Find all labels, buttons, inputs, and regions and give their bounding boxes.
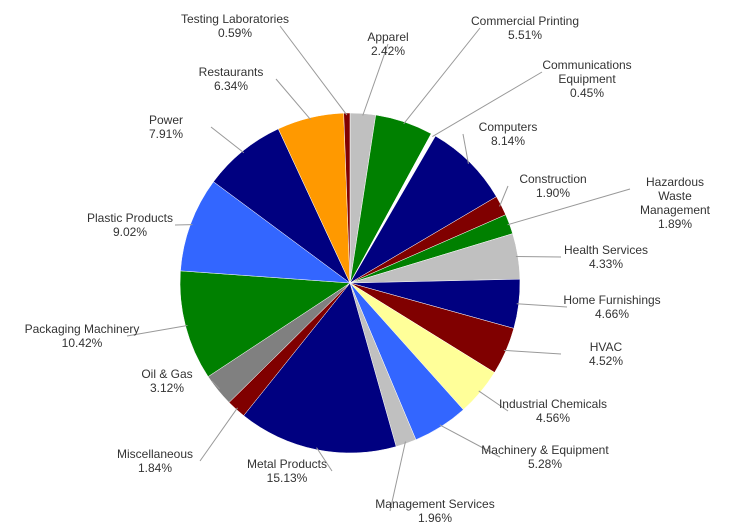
leader-line <box>211 380 220 390</box>
value-label: 8.14% <box>490 134 526 148</box>
leader-line <box>515 255 562 258</box>
slice-label: Testing Laboratories 0.59% <box>181 12 289 40</box>
leader-line <box>507 188 631 226</box>
category-label: Apparel <box>367 30 409 44</box>
slice-label: Plastic Products 9.02% <box>87 211 173 239</box>
value-label: 0.59% <box>217 26 253 40</box>
leader-line <box>275 78 312 120</box>
value-label: 3.12% <box>149 381 185 395</box>
category-label: Testing Laboratories <box>180 12 290 26</box>
leader-line <box>499 185 509 207</box>
value-label: 1.96% <box>417 511 453 525</box>
leader-line <box>462 133 469 164</box>
value-label: 9.02% <box>112 225 148 239</box>
category-label: Communications Equipment <box>542 58 632 86</box>
pie-slice <box>349 135 497 284</box>
value-label: 4.52% <box>588 354 624 368</box>
category-label: Packaging Machinery <box>24 322 140 336</box>
leader-line <box>362 43 389 116</box>
category-label: Industrial Chemicals <box>498 397 608 411</box>
slice-label: HVAC 4.52% <box>589 340 623 368</box>
category-label: Commercial Printing <box>470 14 580 28</box>
value-label: 1.90% <box>535 186 571 200</box>
value-label: 5.51% <box>507 28 543 42</box>
slice-label: Home Furnishings 4.66% <box>563 293 660 321</box>
leader-line <box>199 407 238 462</box>
category-label: Construction <box>519 172 587 186</box>
category-label: Oil & Gas <box>141 367 193 381</box>
value-label: 0.45% <box>569 86 605 100</box>
value-label: 1.84% <box>137 461 173 475</box>
leader-line <box>432 71 543 138</box>
leader-line <box>516 303 568 308</box>
slice-label: Packaging Machinery 10.42% <box>25 322 140 350</box>
slice-label: Health Services 4.33% <box>564 243 648 271</box>
value-label: 10.42% <box>61 336 103 350</box>
category-label: Power <box>148 113 183 127</box>
value-label: 2.42% <box>370 44 406 58</box>
leader-line <box>403 27 481 125</box>
category-label: Plastic Products <box>86 211 174 225</box>
category-label: Home Furnishings <box>563 293 661 307</box>
value-label: 4.56% <box>535 411 571 425</box>
slice-label: Metal Products 15.13% <box>247 457 327 485</box>
category-label: Hazardous Waste Management <box>639 175 711 217</box>
leader-line <box>503 349 562 355</box>
slice-label: Power 7.91% <box>149 113 183 141</box>
value-label: 4.66% <box>594 307 630 321</box>
value-label: 7.91% <box>148 127 184 141</box>
slice-label: Communications Equipment 0.45% <box>542 58 631 100</box>
category-label: Restaurants <box>198 65 264 79</box>
category-label: Health Services <box>563 243 649 257</box>
leader-line <box>439 424 501 458</box>
value-label: 4.33% <box>588 257 624 271</box>
category-label: Machinery & Equipment <box>481 443 609 457</box>
leader-line <box>210 126 245 154</box>
slice-label: Oil & Gas 3.12% <box>141 367 192 395</box>
leader-line <box>478 390 509 412</box>
slice-label: Apparel 2.42% <box>367 30 408 58</box>
value-label: 1.89% <box>657 217 693 231</box>
leader-line <box>389 441 406 512</box>
category-label: Computers <box>478 120 538 134</box>
category-label: HVAC <box>589 340 623 354</box>
slice-label: Computers 8.14% <box>479 120 538 148</box>
value-label: 5.28% <box>527 457 563 471</box>
slice-label: Restaurants 6.34% <box>199 65 264 93</box>
leader-line <box>316 447 333 472</box>
leader-line <box>126 325 188 337</box>
value-label: 6.34% <box>213 79 249 93</box>
slice-label: Commercial Printing 5.51% <box>471 14 579 42</box>
category-label: Metal Products <box>246 457 328 471</box>
leader-line <box>279 25 348 116</box>
slice-label: Industrial Chemicals 4.56% <box>499 397 607 425</box>
slice-label: Miscellaneous 1.84% <box>117 447 193 475</box>
slice-label: Management Services 1.96% <box>375 497 494 525</box>
pie-slice <box>243 282 397 454</box>
category-label: Miscellaneous <box>116 447 194 461</box>
slice-label: Machinery & Equipment 5.28% <box>481 443 608 471</box>
slice-label: Construction 1.90% <box>519 172 586 200</box>
value-label: 15.13% <box>266 471 308 485</box>
pie-slice <box>180 181 351 284</box>
slice-label: Hazardous Waste Management 1.89% <box>640 175 710 231</box>
pie-slice <box>343 112 351 284</box>
category-label: Management Services <box>375 497 495 511</box>
